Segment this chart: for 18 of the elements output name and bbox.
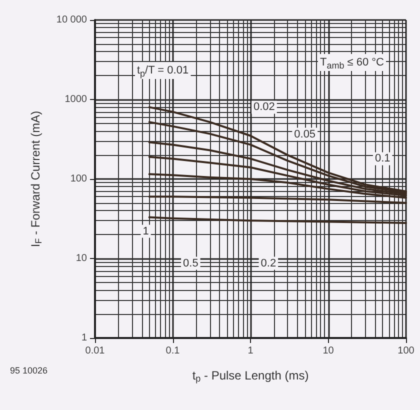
y-axis-title: IF - Forward Current (mA) (28, 110, 44, 248)
x-tick-label: 10 (322, 346, 334, 356)
y-tick-label: 10 000 (56, 14, 88, 26)
y-tick-label: 1000 (64, 94, 88, 105)
y-tick-label: 1 (81, 332, 88, 344)
y-tick-label: 10 (76, 253, 88, 264)
annotation: 0.1 (374, 152, 390, 165)
x-tick-label: 1 (248, 346, 254, 356)
text: 95 10026 (10, 366, 48, 376)
annotation: 0.02 (253, 101, 275, 114)
x-tick-label: 100 (398, 346, 415, 356)
y-tick-label: 100 (70, 174, 88, 184)
annotation: 0.2 (260, 257, 276, 270)
x-tick-label: 0.01 (85, 346, 106, 356)
x-tick-label: 0.1 (166, 346, 180, 356)
annotation: 1 (142, 225, 149, 238)
annotation: 0.05 (294, 128, 316, 140)
annotation: 0.5 (183, 257, 198, 270)
